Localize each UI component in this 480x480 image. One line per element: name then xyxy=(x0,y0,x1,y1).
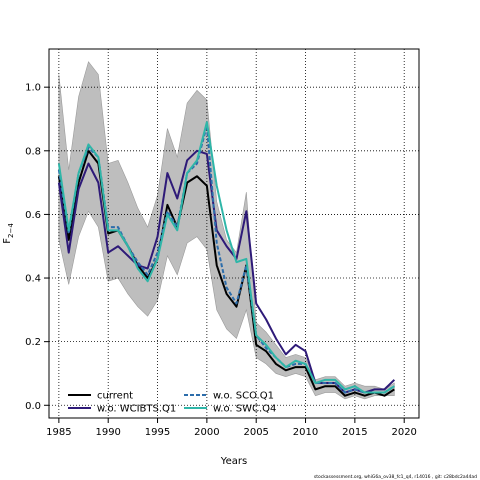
y-axis-title: F2−4 xyxy=(2,223,15,244)
legend-label: current xyxy=(97,391,133,402)
series-line xyxy=(57,124,395,394)
y-tick-label: 0.4 xyxy=(25,274,41,285)
x-tick-label: 2015 xyxy=(342,427,367,438)
x-tick-label: 2005 xyxy=(243,427,268,438)
x-tick-label: 1995 xyxy=(145,427,170,438)
series-line xyxy=(57,149,396,394)
legend-label: w.o. SCO.Q1 xyxy=(213,391,274,402)
footer-note: stockassessment.org, whiG6a_ov38_fc1_q4,… xyxy=(314,474,477,480)
y-tick-label: 1.0 xyxy=(25,83,41,94)
legend-label: w.o. WCIBTS.Q1 xyxy=(97,404,176,415)
x-tick-label: 2010 xyxy=(293,427,318,438)
x-tick-label: 2020 xyxy=(391,427,416,438)
x-tick-label: 1985 xyxy=(46,427,71,438)
x-tick-label: 2000 xyxy=(194,427,219,438)
y-tick-label: 0.0 xyxy=(25,401,41,412)
legend-label: w.o. SWC.Q4 xyxy=(213,404,276,415)
plot-frame xyxy=(48,48,420,419)
confidence-band xyxy=(58,61,395,400)
axis-layer: 1985 1990 1995 2000 2005 2010 2015 2020 0.0 0.2 0.… xyxy=(25,48,420,438)
y-tick-label: 0.2 xyxy=(25,337,41,348)
y-axis-title-subscript: 2−4 xyxy=(7,223,15,238)
x-axis-title: Years xyxy=(220,456,247,467)
y-axis-title-main: F xyxy=(2,238,13,244)
series-line xyxy=(57,121,395,394)
series-line xyxy=(57,149,395,397)
y-tick-label: 0.6 xyxy=(25,210,41,221)
y-tick-label: 0.8 xyxy=(25,146,41,157)
confidence-band-layer xyxy=(58,61,395,400)
legend: current w.o. WCIBTS.Q1 w.o. SCO.Q1 w.o. SWC… xyxy=(68,391,276,415)
series-layer xyxy=(57,121,396,397)
x-tick-label: 1990 xyxy=(95,427,120,438)
